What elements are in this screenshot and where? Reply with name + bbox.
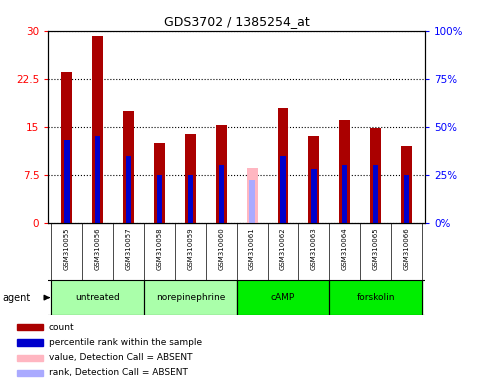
Text: GSM310060: GSM310060 (218, 227, 224, 270)
Bar (17, 339, 43, 346)
Bar (278, 108, 288, 223)
Text: percentile rank within the sample: percentile rank within the sample (49, 338, 202, 347)
Bar (95, 136, 100, 223)
Bar (17, 370, 43, 376)
Bar (237, 280, 329, 315)
Bar (61, 72, 72, 223)
Bar (144, 280, 237, 315)
Bar (329, 280, 422, 315)
Bar (154, 143, 165, 223)
Bar (17, 324, 43, 330)
Text: GSM310056: GSM310056 (95, 227, 101, 270)
Title: GDS3702 / 1385254_at: GDS3702 / 1385254_at (164, 15, 310, 28)
Text: GSM310063: GSM310063 (311, 227, 317, 270)
Text: untreated: untreated (75, 293, 120, 302)
Text: GSM310064: GSM310064 (342, 227, 348, 270)
Bar (64, 140, 70, 223)
Bar (280, 156, 285, 223)
Text: rank, Detection Call = ABSENT: rank, Detection Call = ABSENT (49, 368, 188, 377)
Bar (216, 126, 227, 223)
Bar (340, 120, 350, 223)
Bar (92, 36, 103, 223)
Text: GSM310062: GSM310062 (280, 227, 286, 270)
Text: GSM310065: GSM310065 (372, 227, 379, 270)
Text: value, Detection Call = ABSENT: value, Detection Call = ABSENT (49, 353, 192, 362)
Text: GSM310066: GSM310066 (403, 227, 410, 270)
Text: count: count (49, 323, 74, 332)
Bar (342, 165, 347, 223)
Bar (373, 165, 378, 223)
Text: agent: agent (2, 293, 30, 303)
Bar (249, 180, 255, 223)
Bar (370, 128, 381, 223)
Bar (51, 280, 144, 315)
Text: GSM310061: GSM310061 (249, 227, 255, 270)
Bar (309, 136, 319, 223)
Bar (311, 169, 316, 223)
Bar (401, 146, 412, 223)
Text: GSM310059: GSM310059 (187, 227, 193, 270)
Bar (123, 111, 134, 223)
Text: cAMP: cAMP (271, 293, 295, 302)
Bar (17, 355, 43, 361)
Bar (404, 175, 409, 223)
Text: GSM310058: GSM310058 (156, 227, 162, 270)
Text: forskolin: forskolin (356, 293, 395, 302)
Text: norepinephrine: norepinephrine (156, 293, 225, 302)
Text: GSM310055: GSM310055 (64, 227, 70, 270)
Bar (185, 134, 196, 223)
Bar (218, 165, 224, 223)
Bar (188, 175, 193, 223)
Text: GSM310057: GSM310057 (126, 227, 131, 270)
Bar (126, 156, 131, 223)
Bar (247, 168, 257, 223)
Bar (157, 175, 162, 223)
